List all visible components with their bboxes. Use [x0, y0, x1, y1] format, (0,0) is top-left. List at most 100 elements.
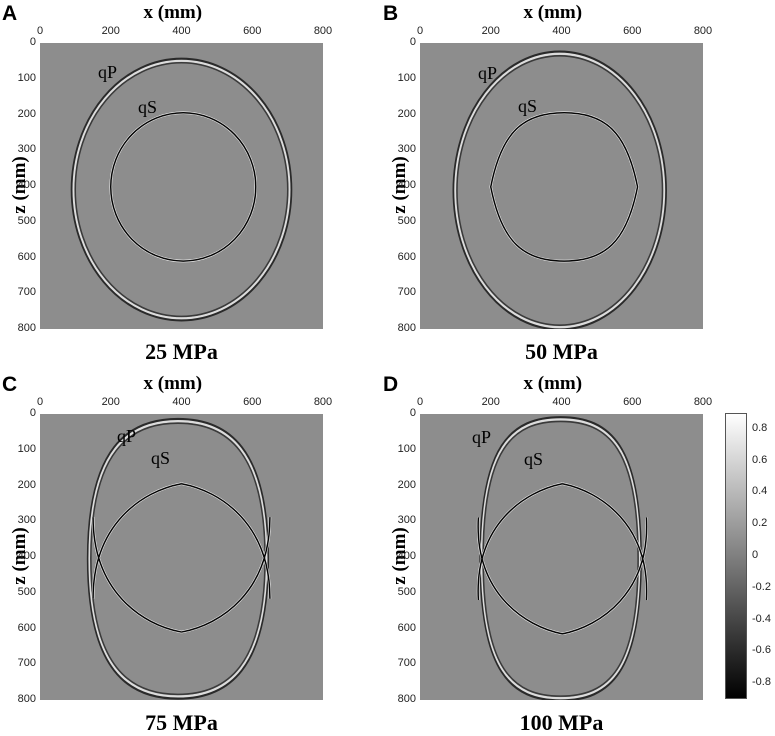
y-tick-label: 0 [409, 407, 416, 419]
panel-letter-c: C [2, 373, 18, 396]
x-tick-label: 400 [172, 25, 191, 37]
wavefield-background [40, 414, 323, 700]
wavefield-background [420, 43, 703, 329]
y-tick-label: 0 [409, 36, 416, 48]
x-tick-label: 600 [243, 25, 262, 37]
y-tick-label: 100 [397, 71, 416, 84]
x-tick-label: 800 [693, 25, 713, 37]
panel-caption: 25 MPa [145, 339, 218, 364]
qp-label: qP [472, 427, 492, 447]
y-tick-label: 100 [397, 442, 416, 455]
x-tick-label: 400 [552, 25, 571, 37]
y-tick-label: 800 [17, 693, 36, 705]
y-tick-label: 700 [17, 657, 36, 670]
colorbar-tick-label: 0.6 [752, 453, 768, 466]
x-tick-label: 600 [623, 25, 642, 37]
y-tick-label: 800 [397, 322, 416, 334]
y-tick-label: 700 [397, 657, 416, 670]
y-tick-label: 700 [397, 286, 416, 299]
y-tick-label: 400 [397, 550, 416, 562]
y-tick-label: 200 [397, 107, 416, 120]
y-tick-label: 400 [17, 179, 36, 191]
x-tick-label: 200 [481, 396, 500, 408]
x-tick-label: 400 [172, 396, 191, 408]
panel-letter-a: A [2, 2, 18, 25]
x-tick-label: 400 [552, 396, 571, 408]
x-axis-label: x (mm) [143, 373, 203, 394]
y-tick-label: 400 [397, 179, 416, 191]
wavefield-plot [40, 43, 323, 329]
panel-letter-b: B [383, 2, 399, 25]
qs-wavefront [476, 482, 648, 636]
y-tick-label: 500 [397, 585, 416, 598]
x-tick-label: 200 [101, 396, 120, 408]
y-tick-label: 800 [397, 693, 416, 705]
x-tick-label: 600 [623, 396, 642, 408]
y-tick-label: 600 [17, 621, 36, 634]
y-tick-label: 100 [17, 442, 36, 455]
x-axis-label: x (mm) [523, 373, 583, 394]
x-tick-label: 0 [416, 25, 424, 37]
y-tick-label: 200 [17, 107, 36, 120]
qs-label: qS [151, 448, 171, 468]
qs-wavefront [489, 111, 639, 263]
y-tick-label: 500 [17, 585, 36, 598]
y-tick-label: 100 [17, 71, 36, 84]
qp-wavefront [452, 50, 667, 329]
colorbar-tick-label: -0.2 [752, 580, 771, 593]
colorbar-tick-label: 0.4 [752, 485, 768, 498]
qs-label: qS [524, 449, 544, 469]
x-tick-label: 200 [481, 25, 500, 37]
wavefield-background [40, 43, 323, 329]
qp-label: qP [117, 426, 137, 446]
y-tick-label: 200 [397, 478, 416, 491]
y-tick-label: 300 [397, 514, 416, 527]
x-tick-label: 800 [693, 396, 713, 408]
wavefield-plot [420, 43, 703, 329]
qs-label: qS [518, 96, 538, 116]
panel-letter-d: D [383, 373, 399, 396]
y-tick-label: 600 [17, 250, 36, 263]
y-tick-label: 400 [17, 550, 36, 562]
y-tick-label: 500 [397, 214, 416, 227]
x-tick-label: 0 [36, 25, 44, 37]
panel-caption: 100 MPa [519, 710, 604, 735]
colorbar-tick-label: 0.2 [752, 517, 768, 530]
x-axis-label: x (mm) [143, 2, 203, 23]
x-tick-label: 600 [243, 396, 262, 408]
y-tick-label: 600 [397, 621, 416, 634]
colorbar-tick-label: 0.8 [752, 421, 768, 434]
qs-label: qS [138, 97, 158, 117]
wavefield-background [420, 414, 703, 700]
y-tick-label: 700 [17, 286, 36, 299]
colorbar [725, 413, 747, 699]
wavefield-plot [420, 414, 703, 700]
qp-wavefront [70, 57, 293, 322]
colorbar-tick-label: -0.8 [752, 676, 771, 689]
colorbar-gradient [725, 413, 747, 699]
colorbar-tick-label: -0.6 [752, 644, 771, 657]
qp-label: qP [478, 63, 498, 83]
y-tick-label: 500 [17, 214, 36, 227]
qp-wavefront [86, 417, 270, 700]
y-tick-label: 300 [17, 143, 36, 156]
x-tick-label: 800 [313, 396, 333, 408]
x-tick-label: 0 [416, 396, 424, 408]
qp-label: qP [98, 62, 118, 82]
x-tick-label: 800 [313, 25, 333, 37]
panel-caption: 75 MPa [145, 710, 218, 735]
x-tick-label: 0 [36, 396, 44, 408]
panel-caption: 50 MPa [525, 339, 598, 364]
colorbar-tick-label: -0.4 [752, 612, 771, 625]
y-tick-label: 200 [17, 478, 36, 491]
wavefield-plot [40, 414, 323, 700]
colorbar-tick-label: 0 [752, 549, 759, 561]
y-tick-label: 800 [17, 322, 36, 334]
x-tick-label: 200 [101, 25, 120, 37]
qs-wavefront [109, 111, 258, 263]
x-axis-label: x (mm) [523, 2, 583, 23]
y-tick-label: 600 [397, 250, 416, 263]
qs-wavefront [91, 482, 272, 634]
y-tick-label: 300 [397, 143, 416, 156]
y-tick-label: 0 [29, 36, 36, 48]
